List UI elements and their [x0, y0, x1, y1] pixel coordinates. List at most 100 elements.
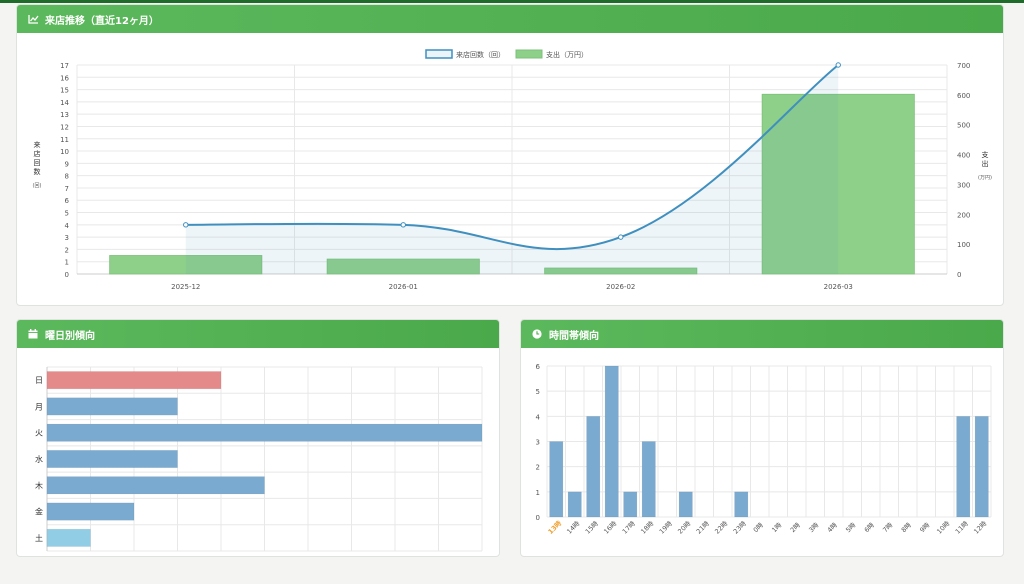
hour-trend-chart: 0 1 2 3 4 5 6 13時 14時 15時 16時 17時 18時 19時 20時 21時 22時 23時… — [536, 363, 992, 536]
y2-tick-label: 400 — [957, 152, 970, 160]
y2-tick-label: 200 — [957, 211, 970, 219]
hour-tick-label: 5時 — [844, 521, 858, 535]
weekday-bar — [46, 528, 91, 547]
hour-bar — [549, 441, 564, 518]
x-tick-label: 2025-12 — [171, 283, 200, 291]
hour-tick-label: 1時 — [770, 521, 784, 535]
weekday-bar — [46, 476, 265, 495]
visits-point — [400, 222, 406, 228]
hour-tick-label: 20時 — [676, 519, 692, 535]
hour-bar — [734, 491, 749, 518]
top-accent-line — [0, 0, 1024, 3]
hour-bar — [567, 491, 582, 518]
y-tick-label: 14 — [60, 99, 69, 107]
legend-spending-swatch — [515, 49, 543, 59]
hour-tick-label: 13時 — [546, 518, 564, 536]
hour-tick-label: 3時 — [807, 521, 821, 535]
weekday-tick-label: 水 — [35, 454, 43, 464]
y-tick-label: 0 — [65, 271, 69, 279]
legend-visits-label: 来店回数（回） — [456, 50, 505, 59]
hour-tick-label: 6時 — [863, 521, 877, 535]
weekday-tick-label: 金 — [35, 507, 43, 517]
y-tick-label: 6 — [65, 197, 70, 205]
hour-trend-card: 時間帯傾向 0 1 2 3 4 5 6 13時 14時 15時 16時 17時 18時 19時 20時 21時… — [520, 319, 1004, 557]
y-tick-label: 6 — [536, 363, 541, 371]
weekday-trend-card: 曜日別傾向 012345678910日月火水木金土 — [16, 319, 500, 557]
hour-tick-label: 19時 — [658, 519, 674, 535]
weekday-bar — [46, 502, 135, 521]
hour-bar — [641, 441, 656, 518]
hour-bar — [586, 416, 601, 518]
hour-tick-label: 8時 — [900, 521, 914, 535]
hour-tick-label: 7時 — [881, 521, 895, 535]
y-tick-label: 7 — [65, 185, 69, 193]
y-tick-label: 5 — [536, 388, 540, 396]
y2-axis-title-char: 支 — [982, 150, 989, 159]
visits-trend-title: 来店推移（直近12ヶ月） — [45, 15, 159, 27]
y-axis-title-char: 来 — [34, 141, 41, 149]
y-tick-label: 3 — [536, 439, 540, 447]
y-tick-label: 2 — [65, 246, 69, 254]
y-axis-title-char: 数 — [34, 167, 41, 176]
clock-icon — [531, 328, 543, 340]
y-tick-label: 0 — [536, 514, 540, 522]
weekday-trend-chart: 012345678910日月火水木金土 — [35, 366, 483, 552]
y2-tick-label: 600 — [957, 92, 970, 100]
x-tick-label: 2026-01 — [389, 283, 418, 291]
y-tick-label: 4 — [65, 222, 70, 230]
visits-line — [185, 64, 839, 251]
hour-trend-title: 時間帯傾向 — [549, 330, 599, 342]
y-axis-unit: (回) — [33, 183, 42, 189]
line-chart-icon — [27, 13, 39, 25]
visits-point — [618, 234, 624, 240]
visits-point — [183, 222, 189, 228]
hour-bar — [956, 416, 971, 518]
hour-tick-label: 12時 — [972, 519, 988, 535]
hour-tick-label: 23時 — [732, 519, 748, 535]
weekday-bar — [46, 423, 483, 442]
visits-area — [185, 65, 839, 274]
hour-tick-label: 14時 — [565, 519, 581, 535]
hour-tick-label: 10時 — [935, 519, 951, 535]
x-tick-label: 2026-02 — [606, 283, 635, 291]
hour-tick-label: 9時 — [918, 521, 932, 535]
spending-bar — [326, 258, 480, 275]
y2-axis-unit: (万円) — [978, 175, 992, 181]
hour-bar — [974, 416, 989, 518]
hour-tick-label: 11時 — [954, 519, 970, 535]
y2-tick-label: 100 — [957, 241, 970, 249]
y2-axis-title-char: 出 — [982, 159, 989, 168]
calendar-icon — [27, 328, 39, 340]
hour-tick-label: 15時 — [584, 519, 600, 535]
hour-tick-label: 17時 — [621, 519, 637, 535]
hour-tick-label: 22時 — [713, 519, 729, 535]
hour-bar — [623, 491, 638, 518]
weekday-bar — [46, 397, 178, 416]
weekday-tick-label: 木 — [35, 480, 43, 490]
hour-tick-label: 4時 — [826, 521, 840, 535]
x-tick-label: 2026-03 — [824, 283, 853, 291]
weekday-trend-title: 曜日別傾向 — [45, 330, 95, 342]
hour-tick-label: 2時 — [789, 521, 803, 535]
hour-tick-label: 18時 — [639, 519, 655, 535]
y-tick-label: 9 — [65, 160, 69, 168]
visits-trend-card: 来店推移（直近12ヶ月） 0 1 2 3 4 5 6 7 8 9 10 11 12 13 14 15 16 17 0… — [16, 4, 1004, 306]
visits-trend-chart: 0123456789101112131415161701002003004005… — [33, 49, 992, 291]
hour-bar — [604, 365, 619, 518]
y-tick-label: 8 — [65, 173, 69, 181]
y-tick-label: 2 — [536, 464, 540, 472]
y2-tick-label: 500 — [957, 122, 970, 130]
y-tick-label: 16 — [60, 74, 69, 82]
visits-point — [835, 62, 841, 68]
y-tick-label: 1 — [65, 259, 69, 267]
weekday-bar — [46, 371, 222, 390]
hour-tick-label: 16時 — [602, 519, 618, 535]
legend-spending-label: 支出（万円） — [546, 50, 588, 59]
hour-tick-label: 21時 — [695, 519, 711, 535]
weekday-trend-header: 曜日別傾向 — [17, 320, 499, 348]
spending-bar — [761, 93, 915, 275]
y-axis-title-char: 回 — [34, 159, 41, 167]
weekday-tick-label: 火 — [35, 429, 43, 438]
y2-tick-label: 0 — [957, 271, 961, 279]
y-tick-label: 17 — [60, 62, 69, 70]
